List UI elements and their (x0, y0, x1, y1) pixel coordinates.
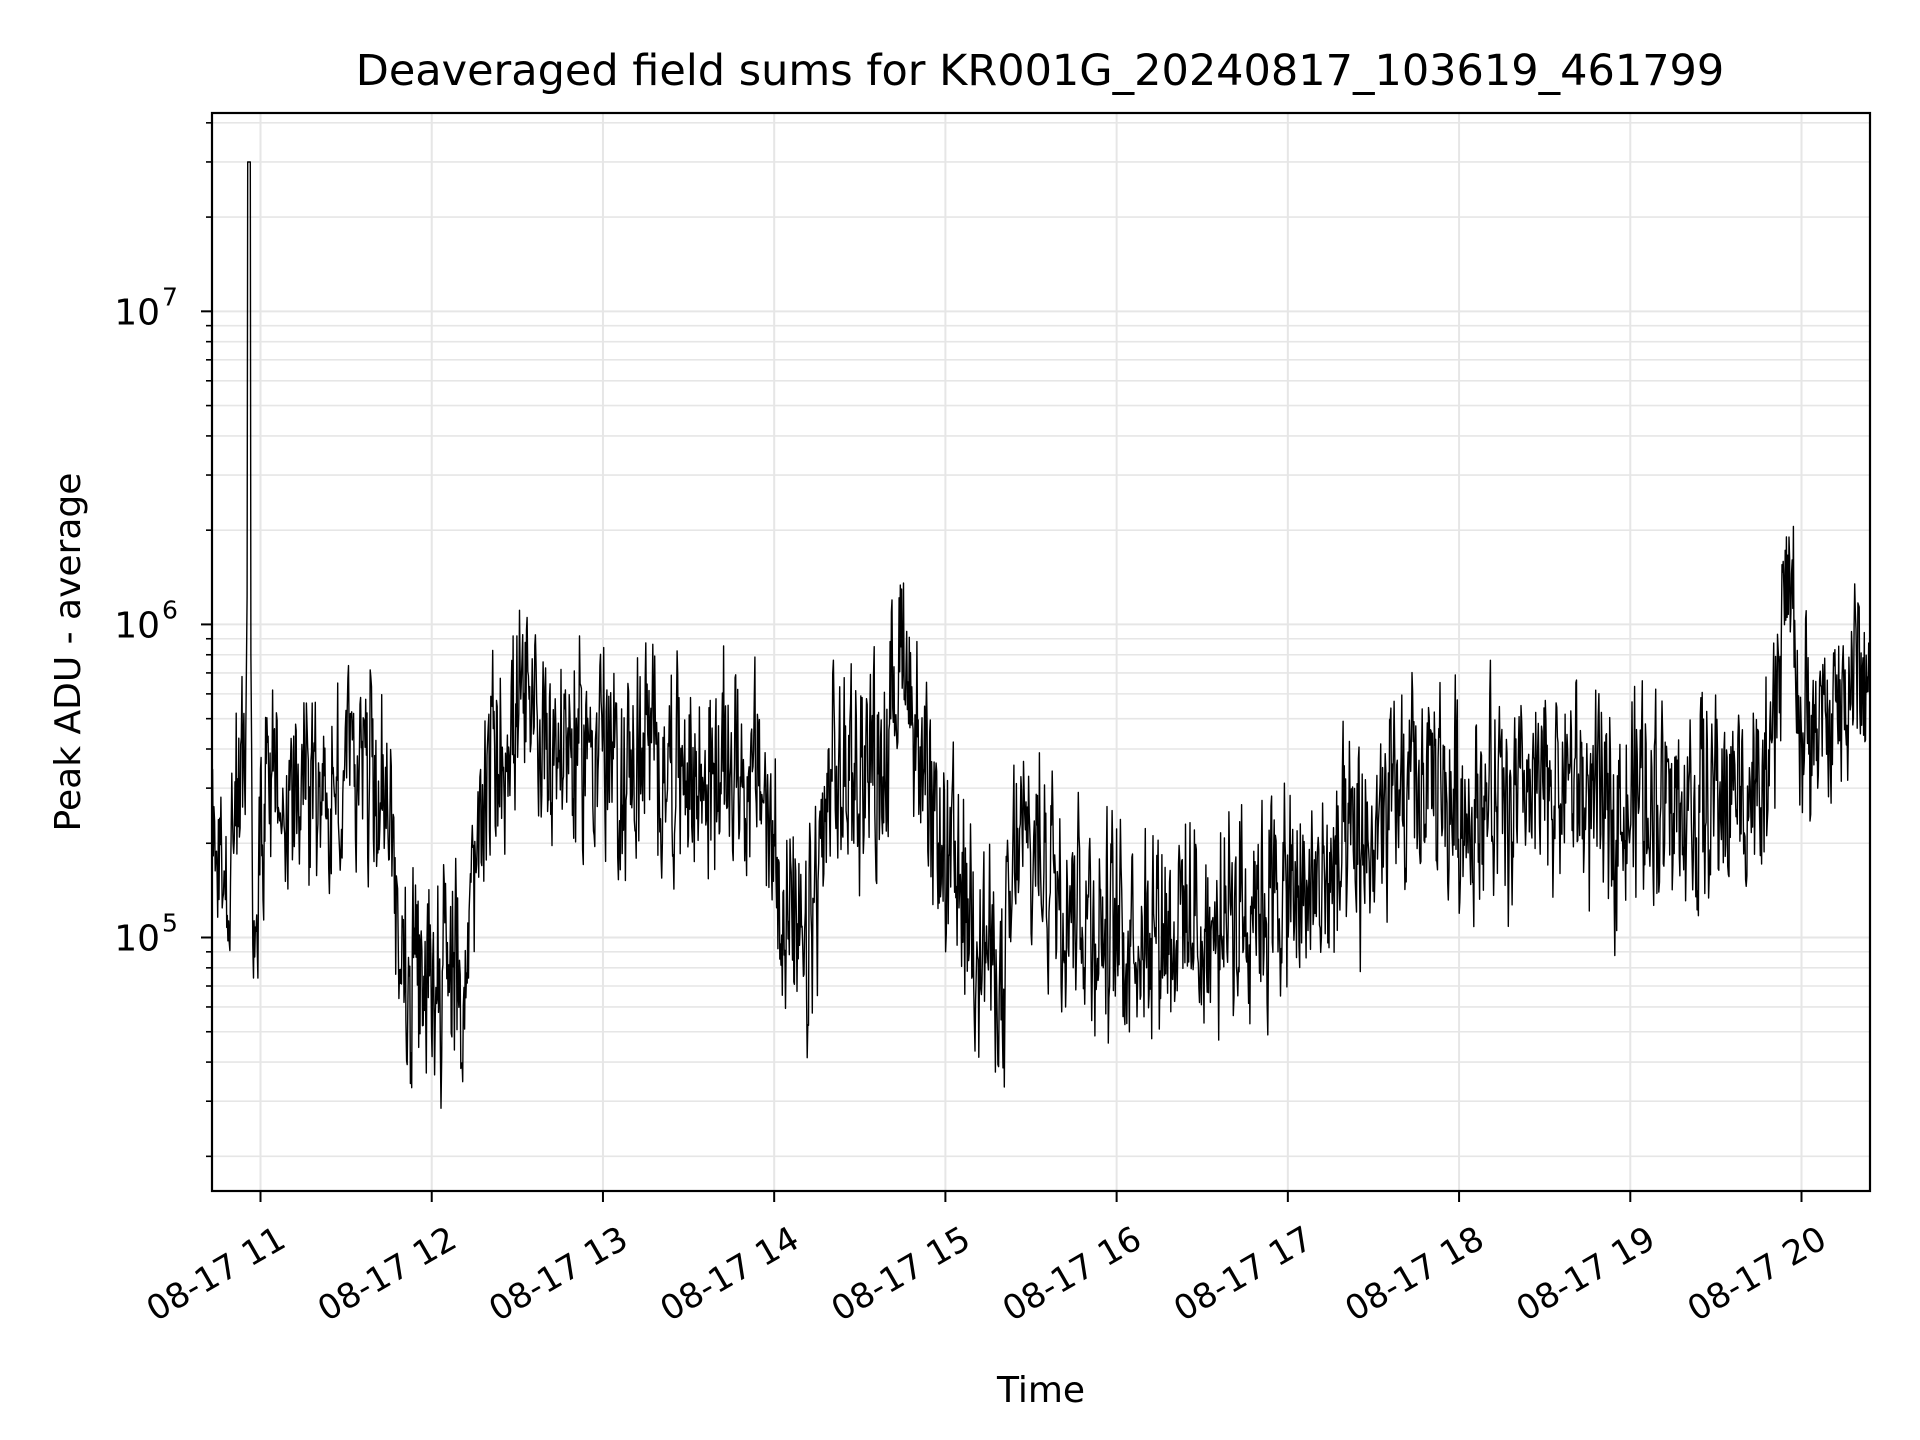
y-tick-label: 10 7 (114, 282, 178, 333)
grid (212, 113, 1870, 1191)
plot-frame (210, 111, 1872, 1193)
series-line (211, 161, 1871, 1109)
y-tick-label: 10 5 (114, 909, 178, 960)
y-tick-exponent: 6 (162, 595, 178, 624)
y-tick-base: 10 (114, 919, 160, 960)
x-axis-label: Time (996, 1370, 1085, 1411)
y-tick-base: 10 (114, 605, 160, 646)
y-tick-exponent: 7 (162, 282, 178, 311)
chart-title: Deaveraged field sums for KR001G_2024081… (356, 46, 1725, 96)
y-tick-exponent: 5 (162, 909, 178, 938)
y-axis-label: Peak ADU - average (48, 473, 89, 832)
y-tick-label: 10 6 (114, 595, 178, 646)
y-tick-base: 10 (114, 292, 160, 333)
